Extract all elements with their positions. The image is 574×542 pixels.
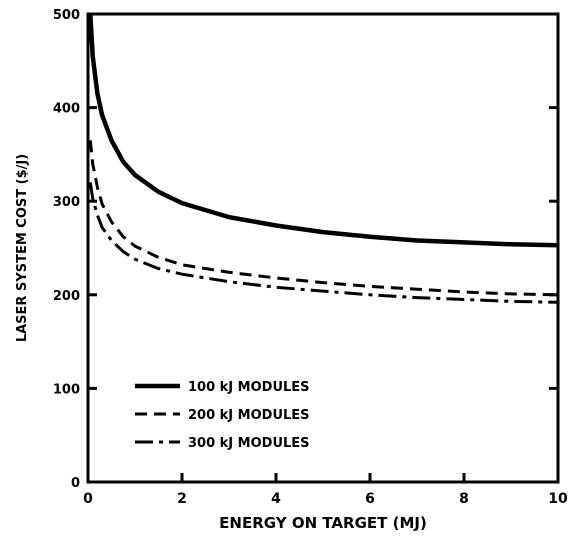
legend: 100 kJ MODULES 200 kJ MODULES 300 kJ MODUL… (135, 380, 310, 451)
x-tick-label: 4 (271, 491, 281, 507)
x-tick-label: 2 (177, 491, 187, 507)
x-tick-label: 6 (365, 491, 375, 507)
series-line-1 (88, 13, 559, 248)
x-tick-label: 10 (548, 491, 568, 507)
y-tick-label: 500 (53, 8, 80, 23)
y-tick-label: 300 (53, 195, 80, 210)
plot-frame (86, 12, 560, 484)
y-axis-label: LASER SYSTEM COST ($/J) (15, 154, 30, 342)
legend-label-3: 300 kJ MODULES (188, 436, 310, 451)
x-axis-label: ENERGY ON TARGET (MJ) (219, 514, 427, 532)
legend-label-1: 100 kJ MODULES (188, 380, 310, 395)
x-tick-label: 0 (83, 491, 93, 507)
x-tick-label: 8 (459, 491, 469, 507)
series-line-3 (88, 182, 559, 304)
series-lines (88, 13, 559, 304)
y-tick-label: 200 (53, 289, 80, 304)
series-line-2 (88, 140, 559, 297)
y-tick-label: 0 (71, 476, 80, 491)
y-tick-label: 100 (53, 382, 80, 397)
y-tick-label: 400 (53, 102, 80, 117)
legend-label-2: 200 kJ MODULES (188, 408, 310, 423)
